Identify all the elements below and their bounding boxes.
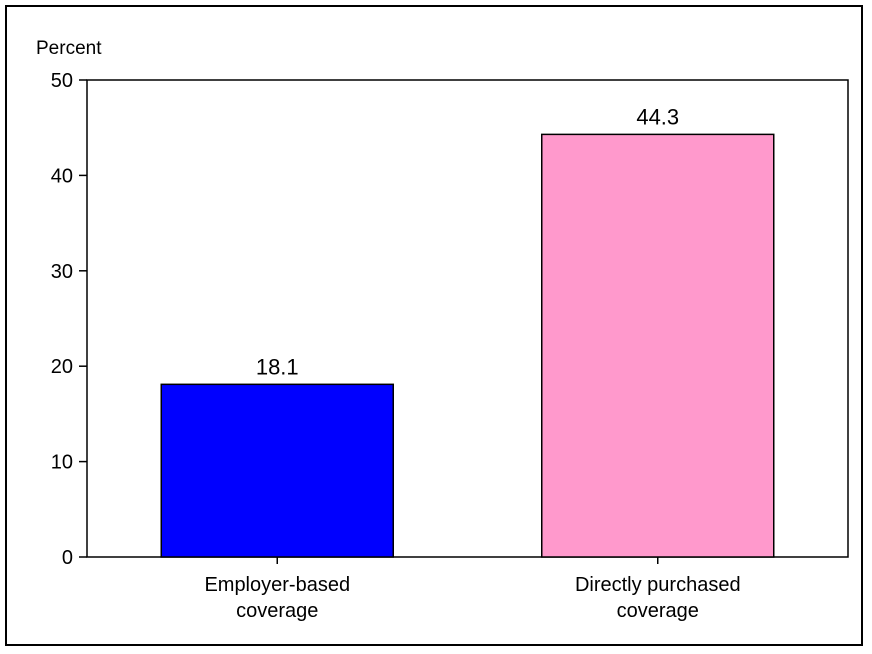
y-tick-label-40: 40 (51, 165, 73, 187)
y-axis-title: Percent (36, 38, 102, 59)
category-label-2: Directly purchased coverage (575, 574, 741, 622)
bar-2 (541, 133, 775, 558)
bars (160, 133, 775, 558)
y-tick-label-10: 10 (51, 452, 73, 474)
y-tick-label-50: 50 (51, 70, 73, 92)
bar-1 (160, 383, 394, 558)
category-label-line: Employer-based (204, 574, 350, 596)
category-label-1: Employer-based coverage (204, 574, 350, 622)
y-tick-label-20: 20 (51, 356, 73, 378)
y-tick-label-30: 30 (51, 261, 73, 283)
category-label-line: coverage (617, 600, 699, 622)
y-tick-label-0: 0 (62, 547, 73, 569)
category-label-line: coverage (236, 600, 318, 622)
value-labels: 18.1 44.3 (256, 104, 679, 379)
value-label-1: 18.1 (256, 354, 299, 379)
category-label-line: Directly purchased (575, 574, 741, 596)
value-label-2: 44.3 (636, 104, 679, 129)
y-axis: 0 10 20 30 40 50 (51, 70, 87, 569)
